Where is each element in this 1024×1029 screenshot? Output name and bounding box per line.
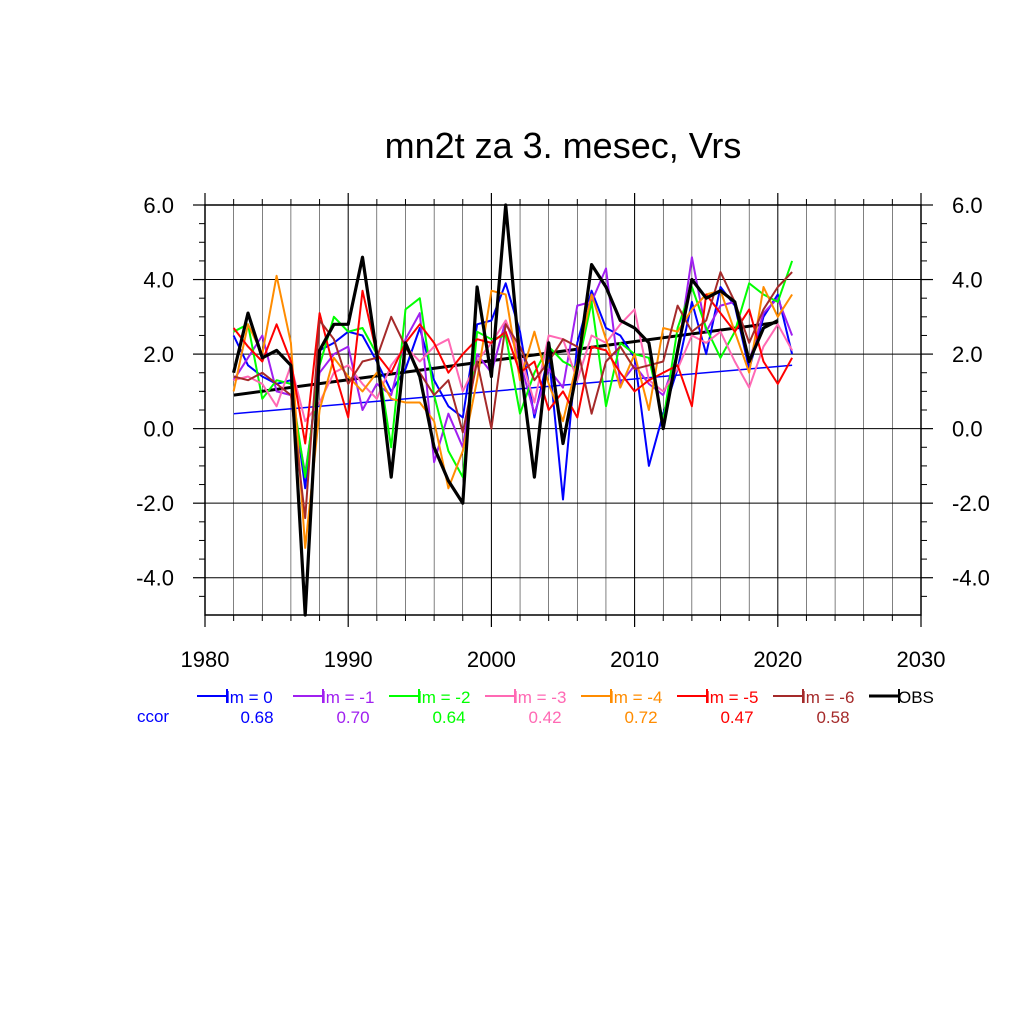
series-layer <box>234 205 793 615</box>
legend-ccor-value: 0.42 <box>528 708 561 727</box>
legend-label: OBS <box>898 688 934 707</box>
y-tick-label-left: -2.0 <box>136 491 174 516</box>
legend-item-lm3: lm = -30.42 <box>485 688 566 727</box>
x-tick-label: 1980 <box>181 647 230 672</box>
x-tick-label: 2020 <box>753 647 802 672</box>
legend-item-lm6: lm = -60.58 <box>773 688 854 727</box>
legend-ccor-value: 0.68 <box>240 708 273 727</box>
x-tick-label: 2010 <box>610 647 659 672</box>
y-tick-label-left: 6.0 <box>143 193 174 218</box>
y-tick-label-right: 2.0 <box>952 342 983 367</box>
x-tick-label: 2030 <box>897 647 946 672</box>
y-tick-label-right: 4.0 <box>952 268 983 293</box>
chart-title: mn2t za 3. mesec, Vrs <box>385 125 742 166</box>
legend-item-lm5: lm = -50.47 <box>677 688 758 727</box>
legend-item-lm4: lm = -40.72 <box>581 688 662 727</box>
legend-item-lm1: lm = -10.70 <box>293 688 374 727</box>
y-tick-label-left: 4.0 <box>143 268 174 293</box>
legend-ccor-value: 0.58 <box>816 708 849 727</box>
ccor-label: ccor <box>137 707 169 726</box>
series-obs <box>234 205 778 615</box>
legend-item-obs: OBS <box>869 688 934 707</box>
legend-label: lm = -5 <box>706 688 758 707</box>
y-tick-label-right: 0.0 <box>952 417 983 442</box>
legend-label: lm = -2 <box>418 688 470 707</box>
legend-ccor-value: 0.72 <box>624 708 657 727</box>
legend-label: lm = -4 <box>610 688 662 707</box>
series-line-obs <box>234 205 778 615</box>
y-tick-label-right: 6.0 <box>952 193 983 218</box>
x-tick-label: 1990 <box>324 647 373 672</box>
legend-ccor-value: 0.47 <box>720 708 753 727</box>
y-tick-label-right: -4.0 <box>952 566 990 591</box>
legend-item-lm2: lm = -20.64 <box>389 688 470 727</box>
legend-label: lm = 0 <box>226 688 273 707</box>
x-tick-label: 2000 <box>467 647 516 672</box>
legend-label: lm = -6 <box>802 688 854 707</box>
y-tick-label-left: -4.0 <box>136 566 174 591</box>
legend-label: lm = -3 <box>514 688 566 707</box>
y-tick-label-left: 2.0 <box>143 342 174 367</box>
legend-label: lm = -1 <box>322 688 374 707</box>
y-tick-label-right: -2.0 <box>952 491 990 516</box>
legend-item-lm0: lm = 00.68 <box>197 688 274 727</box>
y-tick-label-left: 0.0 <box>143 417 174 442</box>
legend-ccor-value: 0.64 <box>432 708 465 727</box>
legend-ccor-value: 0.70 <box>336 708 369 727</box>
